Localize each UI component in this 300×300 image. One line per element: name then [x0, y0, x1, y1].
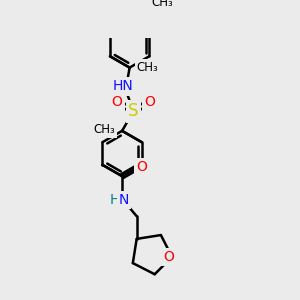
Text: CH₃: CH₃: [151, 0, 173, 9]
Text: CH₃: CH₃: [136, 61, 158, 74]
Text: CH₃: CH₃: [93, 124, 115, 136]
Text: H: H: [110, 193, 120, 207]
Text: S: S: [128, 102, 139, 120]
Text: O: O: [163, 250, 174, 264]
Text: O: O: [112, 94, 122, 109]
Text: HN: HN: [113, 80, 134, 93]
Text: N: N: [119, 193, 129, 207]
Text: O: O: [136, 160, 147, 174]
Text: O: O: [144, 94, 155, 109]
